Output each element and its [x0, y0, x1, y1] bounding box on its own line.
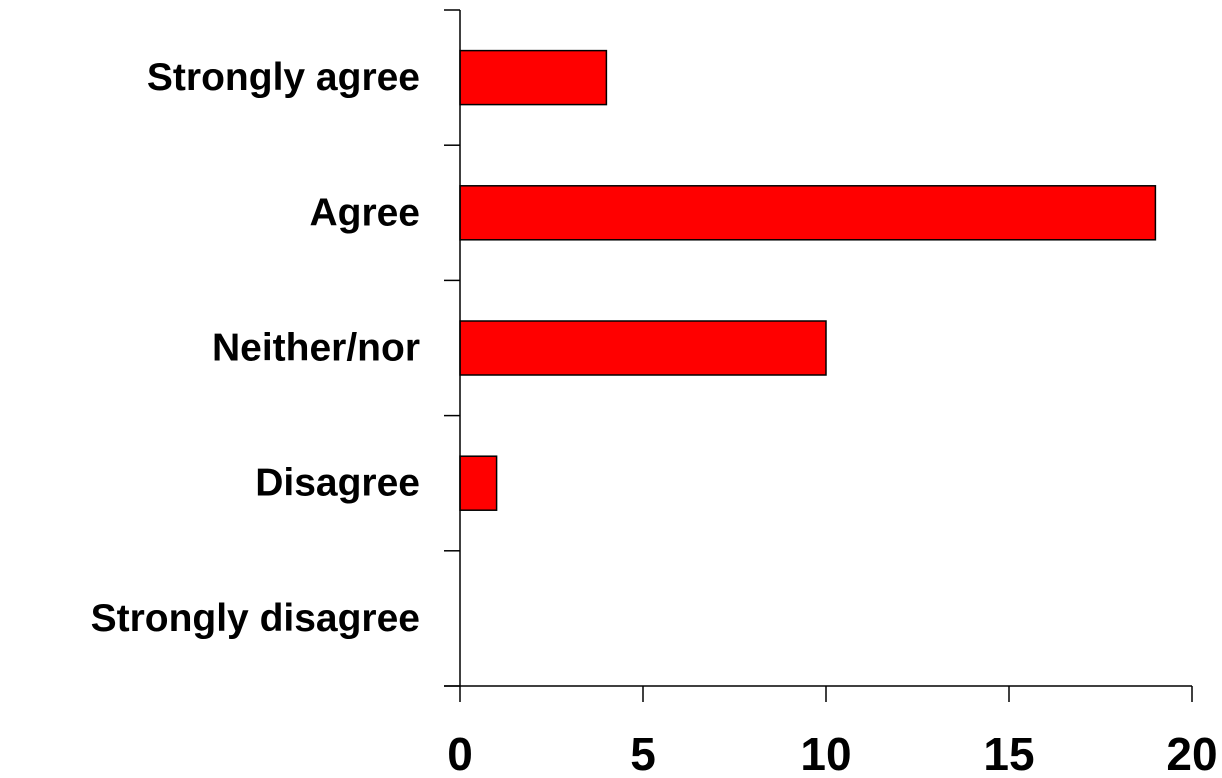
x-tick-label: 5 [630, 728, 656, 778]
x-tick-label: 10 [800, 728, 851, 778]
category-labels: Strongly agree Agree Neither/nor Disagree St… [91, 56, 420, 640]
bar-disagree [459, 455, 498, 511]
x-tick-labels: 0 5 10 15 20 [447, 728, 1217, 778]
category-label: Agree [309, 191, 420, 234]
bar-strongly-agree [459, 49, 608, 106]
x-tick-label: 20 [1166, 728, 1217, 778]
category-label: Strongly disagree [91, 597, 420, 640]
bars-group [459, 49, 1157, 511]
x-tick-label: 15 [983, 728, 1034, 778]
x-tick-label: 0 [447, 728, 473, 778]
category-label: Neither/nor [212, 327, 420, 370]
bar-agree [459, 185, 1157, 241]
bar-neither-nor [459, 320, 827, 376]
category-label: Disagree [255, 462, 420, 505]
axes-group [444, 9, 1193, 702]
category-label: Strongly agree [147, 56, 420, 99]
